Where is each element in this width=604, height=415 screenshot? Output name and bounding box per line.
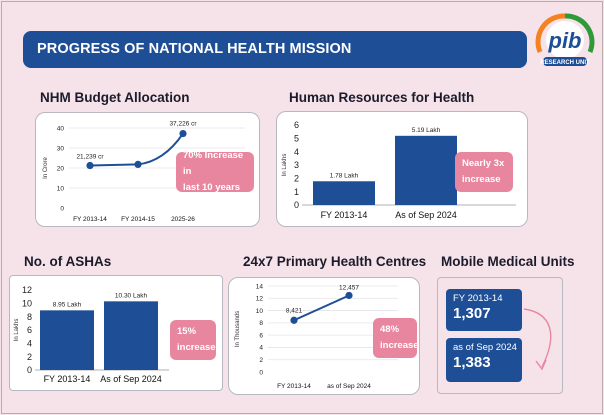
page-title: PROGRESS OF NATIONAL HEALTH MISSION	[23, 31, 527, 68]
y-tick-label: 30	[57, 145, 65, 152]
y-tick-label: 12	[256, 296, 264, 303]
asha-heading: No. of ASHAs	[24, 254, 112, 269]
data-label: 21,239 cr	[76, 154, 104, 161]
y-tick-label: 4	[259, 345, 263, 352]
svg-text:pib: pib	[548, 28, 582, 53]
data-point	[345, 291, 353, 300]
x-tick-label: As of Sep 2024	[395, 210, 457, 220]
x-tick-label: 2025-26	[171, 216, 195, 223]
y-axis-label: In Thousands	[235, 311, 241, 347]
x-tick-label: FY 2013-14	[321, 210, 368, 220]
y-tick-label: 10	[57, 185, 65, 192]
y-tick-label: 8	[259, 320, 263, 327]
data-label: 1.78 Lakh	[330, 172, 359, 179]
bar	[104, 301, 158, 370]
budget-callout: 70% Increase in last 10 years	[176, 150, 254, 193]
y-tick-label: 2	[294, 173, 299, 183]
logo-text: RESEARCH UNIT	[540, 60, 590, 66]
y-tick-label: 6	[259, 332, 263, 339]
y-tick-label: 4	[27, 338, 32, 348]
mmu-item-value: 1,383	[453, 354, 491, 371]
bar	[313, 181, 375, 205]
asha-chart: 0 2 4 6 8 10 12 In Lakhs FY 2013-14 As of Sep 202…	[14, 285, 169, 384]
data-point	[290, 316, 298, 324]
y-tick-label: 1	[294, 187, 299, 197]
series-line	[293, 294, 350, 322]
mmu-arrow-icon	[523, 308, 552, 371]
mmu-item-value: 1,307	[453, 305, 491, 322]
x-tick-label: as of Sep 2024	[327, 383, 371, 390]
data-label: 8,421	[286, 307, 303, 314]
mmu-item-2024: as of Sep 2024 1,383	[446, 338, 522, 382]
y-tick-label: 14	[256, 283, 264, 290]
x-tick-label: FY 2013-14	[277, 383, 311, 390]
data-label: 12,457	[339, 284, 359, 291]
x-tick-label: As of Sep 2024	[100, 374, 162, 384]
y-tick-label: 12	[22, 285, 32, 295]
y-tick-label: 4	[294, 147, 299, 157]
y-tick-label: 2	[259, 357, 263, 364]
mmu-heading: Mobile Medical Units	[441, 254, 575, 269]
bar	[395, 135, 457, 205]
y-tick-label: 10	[256, 308, 264, 315]
y-tick-label: 0	[60, 205, 64, 212]
bar	[40, 310, 94, 370]
mmu-item-2013: FY 2013-14 1,307	[446, 289, 522, 331]
y-axis-label: In Lakhs	[14, 319, 20, 342]
data-point	[86, 161, 94, 170]
x-tick-label: FY 2013-14	[73, 216, 107, 223]
data-label: 8.95 Lakh	[53, 301, 82, 308]
y-axis-label: In Lakhs	[282, 154, 288, 177]
hr-heading: Human Resources for Health	[289, 90, 475, 105]
data-point	[134, 160, 142, 168]
mmu-item-label: FY 2013-14	[453, 293, 503, 304]
y-axis-label: In Crore	[43, 157, 49, 179]
y-tick-label: 6	[294, 120, 299, 130]
y-tick-label: 10	[22, 298, 32, 308]
budget-heading: NHM Budget Allocation	[40, 90, 190, 105]
y-tick-label: 5	[294, 133, 299, 143]
hr-chart: 0 1 2 3 4 5 6 In Lakhs FY 2013-14 As of Sep 2024 1…	[282, 120, 516, 220]
y-tick-label: 0	[259, 369, 263, 376]
y-tick-label: 40	[57, 125, 65, 132]
y-tick-label: 8	[27, 312, 32, 322]
mmu-item-label: as of Sep 2024	[453, 342, 517, 353]
pib-logo-icon: pib RESEARCH UNIT	[535, 13, 595, 66]
data-point	[179, 129, 187, 138]
y-tick-label: 2	[27, 352, 32, 362]
y-tick-label: 0	[27, 365, 32, 375]
y-tick-label: 6	[27, 325, 32, 335]
phc-heading: 24x7 Primary Health Centres	[243, 254, 427, 269]
x-tick-label: FY 2014-15	[121, 216, 155, 223]
y-tick-label: 20	[57, 165, 65, 172]
asha-callout: 15% increase	[170, 320, 216, 360]
data-label: 37,226 cr	[169, 121, 197, 128]
hr-callout: Nearly 3x increase	[455, 152, 513, 192]
y-tick-label: 3	[294, 160, 299, 170]
y-tick-label: 0	[294, 200, 299, 210]
x-tick-label: FY 2013-14	[44, 374, 91, 384]
phc-callout: 48% increase	[373, 318, 419, 358]
data-label: 5.19 Lakh	[412, 127, 441, 134]
series-line	[89, 132, 184, 167]
data-label: 10.30 Lakh	[115, 292, 148, 299]
